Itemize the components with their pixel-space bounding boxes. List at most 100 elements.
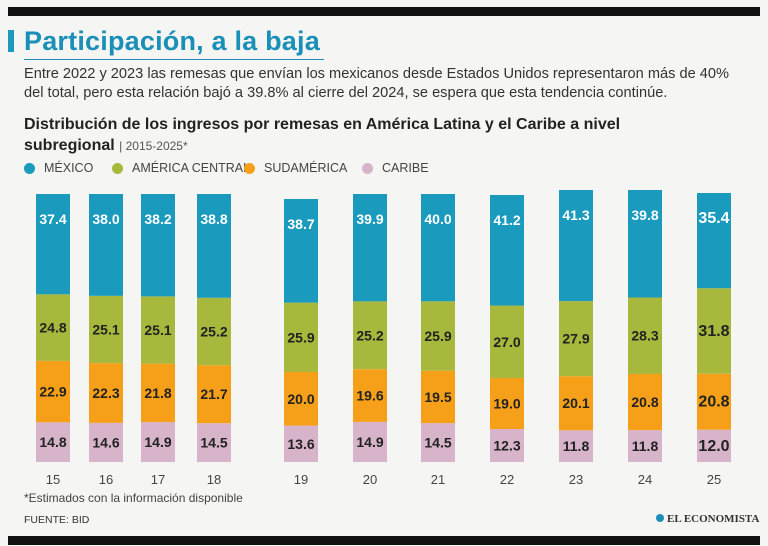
- bar-caribe-15: [36, 422, 70, 462]
- value-label-mexico-25: 35.4: [698, 210, 729, 227]
- x-tick-label-24: 24: [638, 472, 652, 487]
- bar-america_central-24: [628, 297, 662, 374]
- x-tick-label-17: 17: [151, 472, 165, 487]
- value-label-mexico-15: 37.4: [39, 211, 66, 227]
- value-label-caribe-15: 14.8: [39, 434, 66, 450]
- value-label-america_central-20: 25.2: [356, 327, 383, 343]
- value-label-caribe-24: 11.8: [632, 438, 659, 454]
- x-tick-label-19: 19: [294, 472, 308, 487]
- x-tick-label-15: 15: [46, 472, 60, 487]
- bar-sudamerica-19: [284, 372, 318, 426]
- brand-dot-icon: [656, 514, 664, 522]
- value-label-america_central-25: 31.8: [698, 323, 729, 340]
- title-underline: [24, 59, 324, 60]
- value-label-mexico-22: 41.2: [493, 212, 520, 228]
- bottom-border-bar: [8, 536, 760, 545]
- value-label-america_central-15: 24.8: [39, 320, 66, 336]
- chart-title-main: Distribución de los ingresos por remesas…: [24, 116, 621, 154]
- bar-mexico-20: [353, 194, 387, 302]
- value-label-sudamerica-25: 20.8: [698, 394, 729, 411]
- value-label-caribe-22: 12.3: [493, 437, 520, 453]
- bar-america_central-17: [141, 296, 175, 364]
- legend-label-america-central: AMÉRICA CENTRAL: [132, 161, 251, 175]
- legend-swatch-caribe: [362, 163, 373, 174]
- legend-label-caribe: CARIBE: [382, 161, 429, 175]
- value-label-sudamerica-18: 21.7: [200, 386, 227, 402]
- page-subtitle: Entre 2022 y 2023 las remesas que envían…: [24, 66, 729, 101]
- value-label-sudamerica-20: 19.6: [356, 388, 383, 404]
- bar-sudamerica-24: [628, 373, 662, 431]
- bar-caribe-18: [197, 423, 231, 462]
- bar-caribe-21: [421, 423, 455, 462]
- x-tick-label-22: 22: [500, 472, 514, 487]
- bar-caribe-22: [490, 428, 524, 462]
- bar-mexico-15: [36, 194, 70, 295]
- legend-swatch-mexico: [24, 163, 35, 174]
- bar-mexico-23: [559, 190, 593, 302]
- bar-caribe-20: [353, 421, 387, 462]
- value-label-caribe-23: 11.8: [563, 438, 590, 454]
- bar-mexico-18: [197, 194, 231, 298]
- legend-swatch-america-central: [112, 163, 123, 174]
- value-label-mexico-23: 41.3: [562, 207, 589, 223]
- chart-title-period: | 2015-2025*: [119, 139, 188, 153]
- bar-sudamerica-23: [559, 376, 593, 431]
- value-label-america_central-24: 28.3: [631, 328, 658, 344]
- bar-america_central-22: [490, 305, 524, 379]
- x-tick-label-16: 16: [99, 472, 113, 487]
- value-label-mexico-17: 38.2: [144, 211, 171, 227]
- value-label-sudamerica-16: 22.3: [92, 385, 119, 401]
- bar-america_central-20: [353, 301, 387, 370]
- bar-caribe-23: [559, 430, 593, 462]
- bar-mexico-25: [697, 193, 731, 289]
- bar-caribe-17: [141, 422, 175, 462]
- value-label-mexico-16: 38.0: [92, 211, 119, 227]
- bar-caribe-19: [284, 425, 318, 462]
- value-label-caribe-17: 14.9: [144, 434, 171, 450]
- legend-label-mexico: MÉXICO: [44, 161, 94, 175]
- bar-sudamerica-16: [89, 363, 123, 423]
- value-label-sudamerica-15: 22.9: [39, 384, 66, 400]
- chart-title: Distribución de los ingresos por remesas…: [24, 114, 664, 157]
- bar-america_central-19: [284, 302, 318, 373]
- value-label-sudamerica-23: 20.1: [562, 395, 589, 411]
- x-tick-label-20: 20: [363, 472, 377, 487]
- bar-caribe-24: [628, 430, 662, 462]
- value-label-america_central-16: 25.1: [92, 321, 119, 337]
- value-label-sudamerica-24: 20.8: [631, 394, 658, 410]
- bar-sudamerica-25: [697, 373, 731, 430]
- footnote: *Estimados con la información disponible: [24, 491, 243, 505]
- bar-mexico-19: [284, 199, 318, 303]
- value-label-caribe-18: 14.5: [200, 435, 227, 451]
- stacked-bar-chart: 14.8 22.9 24.8 37.4 15 14.6 22.3 25.1 38.0 16 14.9…: [36, 190, 731, 487]
- title-accent-bar: [8, 30, 14, 52]
- value-label-sudamerica-22: 19.0: [493, 396, 520, 412]
- x-tick-label-18: 18: [207, 472, 221, 487]
- top-border-bar: [8, 7, 760, 16]
- value-label-caribe-19: 13.6: [287, 436, 314, 452]
- x-tick-label-23: 23: [569, 472, 583, 487]
- bar-america_central-23: [559, 301, 593, 377]
- value-label-sudamerica-19: 20.0: [287, 391, 314, 407]
- value-label-america_central-23: 27.9: [562, 331, 589, 347]
- bar-sudamerica-22: [490, 378, 524, 429]
- value-label-america_central-18: 25.2: [200, 323, 227, 339]
- legend-swatch-sudamerica: [244, 163, 255, 174]
- value-label-america_central-19: 25.9: [287, 329, 314, 345]
- value-label-america_central-22: 27.0: [493, 334, 520, 350]
- bar-mexico-21: [421, 194, 455, 302]
- bar-america_central-16: [89, 295, 123, 364]
- value-label-mexico-18: 38.8: [200, 211, 227, 227]
- value-label-caribe-16: 14.6: [92, 434, 119, 450]
- value-label-america_central-21: 25.9: [424, 328, 451, 344]
- bar-sudamerica-17: [141, 363, 175, 423]
- value-label-sudamerica-21: 19.5: [424, 389, 451, 405]
- bar-america_central-15: [36, 294, 70, 361]
- bar-mexico-24: [628, 190, 662, 298]
- bar-sudamerica-21: [421, 370, 455, 424]
- bar-america_central-18: [197, 297, 231, 366]
- value-label-sudamerica-17: 21.8: [144, 385, 171, 401]
- bar-caribe-25: [697, 429, 731, 462]
- value-label-mexico-19: 38.7: [287, 216, 314, 232]
- value-label-mexico-20: 39.9: [356, 211, 383, 227]
